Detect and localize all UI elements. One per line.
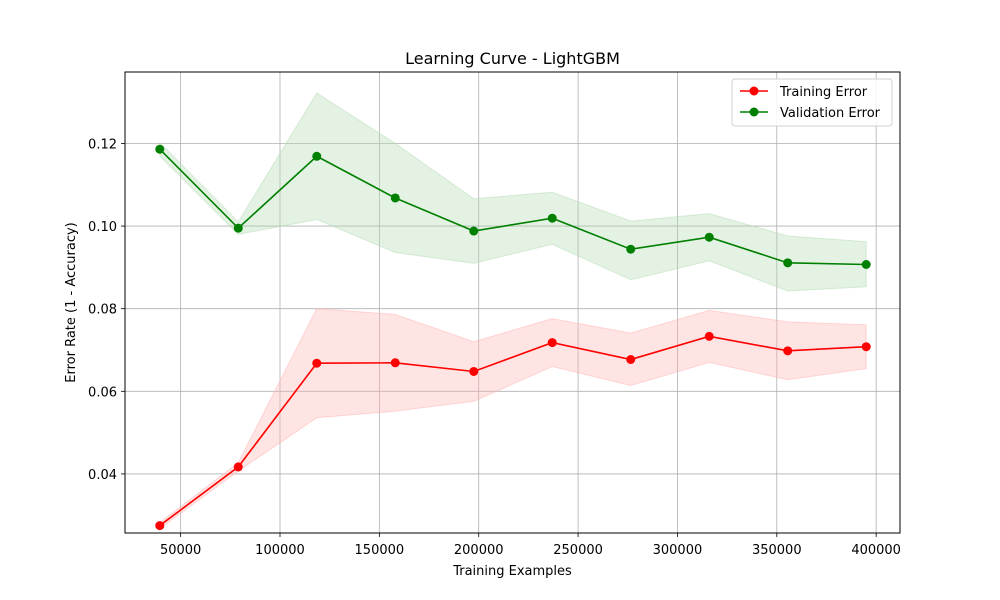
legend-box [731, 78, 893, 127]
training-error-point [469, 366, 479, 376]
x-tick-label: 100000 [255, 543, 305, 558]
x-tick-label: 350000 [752, 543, 802, 558]
validation-error-point [547, 213, 557, 223]
legend-training-error-marker [749, 86, 759, 96]
training-error-point [390, 358, 400, 368]
validation-error-point [233, 223, 243, 233]
y-tick-label: 0.10 [88, 220, 117, 235]
legend-training-error-label: Training Error [779, 85, 868, 100]
y-tick-label: 0.06 [88, 385, 117, 400]
x-axis-label: Training Examples [452, 564, 572, 579]
validation-error-point [390, 193, 400, 203]
training-error-point [233, 462, 243, 472]
x-tick-label: 150000 [355, 543, 405, 558]
x-tick-label: 400000 [851, 543, 901, 558]
validation-error-point [704, 232, 714, 242]
axis-ticks: 50000 100000 150000 200000 250000 300000 35000… [88, 137, 901, 558]
legend: Training Error Validation Error [731, 78, 893, 127]
y-tick-label: 0.12 [88, 137, 117, 152]
validation-error-point [312, 151, 322, 161]
x-tick-label: 300000 [653, 543, 703, 558]
x-tick-label: 50000 [160, 543, 201, 558]
legend-validation-error-label: Validation Error [780, 106, 881, 121]
series-points [155, 144, 871, 531]
chart-title: Learning Curve - LightGBM [405, 49, 620, 68]
y-tick-label: 0.08 [88, 303, 117, 318]
y-tick-label: 0.04 [88, 468, 117, 483]
training-error-point [626, 355, 636, 365]
validation-error-point [783, 258, 793, 268]
validation-error-band [159, 92, 867, 292]
validation-error-line [159, 148, 867, 266]
plot-area-frame [124, 71, 901, 534]
y-axis-label: Error Rate (1 - Accuracy) [64, 222, 79, 382]
training-error-point [704, 331, 714, 341]
training-error-point [547, 338, 557, 348]
x-tick-label: 200000 [454, 543, 504, 558]
validation-error-point [155, 144, 165, 154]
training-error-point [861, 342, 871, 352]
legend-validation-error-marker [749, 107, 759, 117]
x-tick-label: 250000 [553, 543, 603, 558]
grid-lines [125, 72, 900, 533]
training-error-point [155, 521, 165, 531]
validation-error-point [469, 226, 479, 236]
series-lines [159, 148, 867, 527]
training-error-point [312, 358, 322, 368]
training-error-point [783, 346, 793, 356]
training-error-line [159, 335, 867, 527]
validation-error-point [861, 259, 871, 269]
validation-error-point [626, 244, 636, 254]
